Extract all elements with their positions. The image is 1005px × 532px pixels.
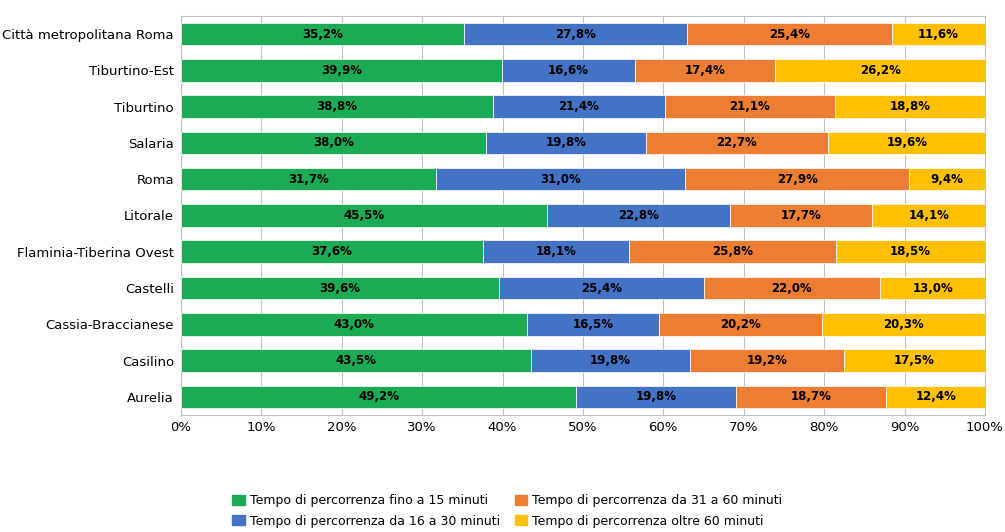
Text: 39,9%: 39,9%	[321, 64, 362, 77]
Bar	[872, 204, 986, 227]
Text: 27,9%: 27,9%	[777, 173, 818, 186]
Bar	[891, 23, 985, 45]
Bar	[880, 277, 985, 299]
Bar	[181, 168, 436, 190]
Text: 22,0%: 22,0%	[772, 281, 812, 295]
Text: 21,1%: 21,1%	[730, 100, 770, 113]
Text: 20,3%: 20,3%	[883, 318, 924, 331]
Bar	[501, 59, 635, 81]
Text: 17,5%: 17,5%	[894, 354, 935, 367]
Bar	[436, 168, 685, 190]
Text: 25,4%: 25,4%	[581, 281, 622, 295]
Bar	[499, 277, 704, 299]
Bar	[181, 59, 501, 81]
Text: 21,4%: 21,4%	[559, 100, 599, 113]
Bar	[836, 240, 985, 263]
Legend: Tempo di percorrenza fino a 15 minuti, Tempo di percorrenza da 16 a 30 minuti, T: Tempo di percorrenza fino a 15 minuti, T…	[227, 489, 788, 532]
Bar	[181, 240, 483, 263]
Text: 31,7%: 31,7%	[288, 173, 329, 186]
Text: 38,0%: 38,0%	[314, 136, 354, 149]
Text: 35,2%: 35,2%	[302, 28, 343, 40]
Bar	[704, 277, 880, 299]
Text: 16,6%: 16,6%	[548, 64, 589, 77]
Bar	[181, 313, 527, 336]
Bar	[464, 23, 687, 45]
Text: 39,6%: 39,6%	[320, 281, 361, 295]
Text: 37,6%: 37,6%	[312, 245, 353, 258]
Bar	[181, 277, 499, 299]
Text: 26,2%: 26,2%	[860, 64, 900, 77]
Bar	[685, 168, 910, 190]
Bar	[886, 386, 986, 408]
Bar	[645, 132, 828, 154]
Text: 25,8%: 25,8%	[712, 245, 753, 258]
Bar	[486, 132, 645, 154]
Text: 22,8%: 22,8%	[618, 209, 659, 222]
Bar	[775, 59, 986, 81]
Bar	[844, 350, 985, 372]
Text: 38,8%: 38,8%	[317, 100, 358, 113]
Bar	[181, 132, 486, 154]
Text: 27,8%: 27,8%	[555, 28, 596, 40]
Bar	[834, 95, 986, 118]
Text: 12,4%: 12,4%	[916, 390, 957, 403]
Bar	[181, 23, 464, 45]
Text: 18,7%: 18,7%	[790, 390, 831, 403]
Bar	[527, 313, 659, 336]
Text: 9,4%: 9,4%	[931, 173, 964, 186]
Bar	[181, 386, 577, 408]
Text: 19,8%: 19,8%	[635, 390, 676, 403]
Text: 18,5%: 18,5%	[890, 245, 931, 258]
Bar	[483, 240, 629, 263]
Bar	[689, 350, 844, 372]
Bar	[687, 23, 891, 45]
Bar	[181, 350, 531, 372]
Text: 22,7%: 22,7%	[717, 136, 757, 149]
Text: 14,1%: 14,1%	[909, 209, 950, 222]
Bar	[910, 168, 985, 190]
Text: 19,8%: 19,8%	[590, 354, 631, 367]
Bar	[547, 204, 730, 227]
Text: 20,2%: 20,2%	[721, 318, 761, 331]
Text: 11,6%: 11,6%	[918, 28, 959, 40]
Text: 17,4%: 17,4%	[684, 64, 726, 77]
Text: 19,8%: 19,8%	[546, 136, 587, 149]
Bar	[492, 95, 665, 118]
Bar	[736, 386, 886, 408]
Text: 19,2%: 19,2%	[747, 354, 788, 367]
Text: 31,0%: 31,0%	[540, 173, 581, 186]
Text: 19,6%: 19,6%	[886, 136, 928, 149]
Text: 49,2%: 49,2%	[358, 390, 399, 403]
Text: 18,8%: 18,8%	[889, 100, 931, 113]
Text: 18,1%: 18,1%	[536, 245, 577, 258]
Bar	[665, 95, 834, 118]
Text: 45,5%: 45,5%	[344, 209, 384, 222]
Bar	[659, 313, 822, 336]
Bar	[629, 240, 836, 263]
Bar	[822, 313, 985, 336]
Bar	[635, 59, 775, 81]
Bar	[181, 204, 547, 227]
Bar	[531, 350, 689, 372]
Text: 43,0%: 43,0%	[334, 318, 374, 331]
Text: 43,5%: 43,5%	[336, 354, 376, 367]
Bar	[577, 386, 736, 408]
Bar	[730, 204, 872, 227]
Text: 25,4%: 25,4%	[769, 28, 810, 40]
Text: 17,7%: 17,7%	[781, 209, 821, 222]
Text: 16,5%: 16,5%	[573, 318, 613, 331]
Text: 13,0%: 13,0%	[913, 281, 953, 295]
Bar	[828, 132, 986, 154]
Bar	[181, 95, 492, 118]
